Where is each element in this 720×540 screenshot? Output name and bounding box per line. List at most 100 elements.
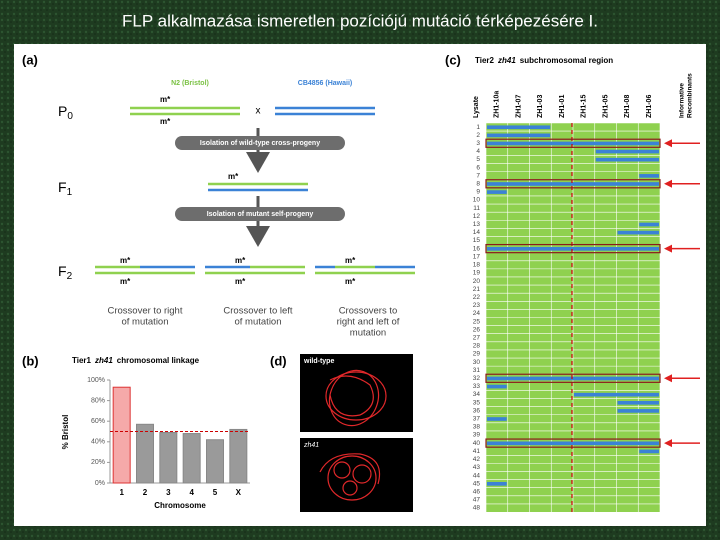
- column-header: ZH1-01: [559, 95, 566, 118]
- caption: of mutation: [235, 317, 282, 328]
- x-tick-label: X: [236, 488, 242, 497]
- panel-label: (b): [22, 353, 39, 368]
- mutation-label: m*: [120, 256, 131, 265]
- panel-label: (a): [22, 52, 38, 67]
- lysate-label: 25: [473, 318, 481, 325]
- column-header: ZH1-06: [646, 95, 653, 118]
- hawaii-segment: [595, 157, 659, 162]
- mutation-label: m*: [235, 256, 246, 265]
- hawaii-segment: [487, 125, 551, 130]
- y-axis-label: % Bristol: [61, 415, 70, 450]
- step-label: Isolation of mutant self-progeny: [207, 211, 314, 218]
- hawaii-segment: [639, 222, 659, 227]
- hawaii-segment: [487, 190, 507, 194]
- y-tick-label: 80%: [91, 397, 105, 404]
- lysate-label: 27: [473, 334, 481, 341]
- lysate-label: 22: [473, 294, 481, 301]
- lysate-label: 11: [473, 205, 480, 212]
- hawaii-segment: [617, 400, 659, 405]
- hawaii-segment: [595, 149, 659, 154]
- image-label: zh41: [303, 442, 319, 449]
- gene: zh41: [497, 56, 516, 65]
- bar: [159, 432, 178, 484]
- lysate-label: 44: [473, 472, 481, 479]
- bar: [182, 433, 201, 484]
- y-tick-label: 20%: [91, 459, 105, 466]
- step-banner: [175, 207, 345, 221]
- lysate-label: 40: [473, 440, 481, 447]
- generation-letter: P: [58, 103, 67, 119]
- lysate-label: 21: [473, 286, 481, 293]
- lysate-label: 10: [473, 197, 481, 204]
- hawaii-segment: [487, 482, 507, 486]
- strain-label: N2 (Bristol): [171, 80, 209, 87]
- panel-label: (c): [445, 52, 461, 67]
- mutation-label: m*: [160, 117, 171, 126]
- lysate-label: 34: [473, 391, 481, 398]
- caption: of mutation: [122, 317, 169, 328]
- step-label: Isolation of wild-type cross-progeny: [200, 140, 320, 147]
- hawaii-segment: [639, 174, 659, 178]
- image-wild-type: [300, 354, 413, 432]
- lysate-label: 1: [476, 124, 480, 131]
- panel-label: (d): [270, 353, 287, 368]
- mutation-label: m*: [345, 256, 356, 265]
- informative-row: [485, 243, 661, 254]
- lysate-label: 15: [473, 237, 481, 244]
- x-tick-label: 3: [166, 488, 171, 497]
- lysate-label: 37: [473, 416, 481, 423]
- lysate-label: 4: [476, 148, 480, 155]
- x-tick-label: 2: [143, 488, 148, 497]
- lysate-label: 31: [473, 367, 481, 374]
- lysate-label: 36: [473, 407, 481, 414]
- hawaii-segment: [487, 384, 507, 389]
- image-zh41: [300, 438, 413, 512]
- generation-index: 1: [67, 187, 73, 198]
- bar: [206, 439, 224, 484]
- lysate-label: 29: [473, 351, 481, 358]
- informative-row: [485, 438, 661, 448]
- step-banner: [175, 136, 345, 150]
- mutation-label: m*: [160, 95, 171, 104]
- lysate-label: 8: [476, 181, 480, 188]
- lysate-label: 5: [476, 156, 480, 163]
- column-header: ZH1-08: [624, 95, 631, 118]
- chart-title: Tier2 zh41 subchromosomal region: [475, 56, 613, 65]
- informative-row: [485, 179, 661, 189]
- y-tick-label: 40%: [91, 439, 105, 446]
- x-tick-label: 1: [119, 488, 124, 497]
- hawaii-segment: [487, 417, 507, 421]
- lysate-label: 17: [473, 253, 481, 260]
- tier: Tier1: [72, 356, 92, 365]
- hawaii-segment: [617, 230, 659, 235]
- informative-header: Recombinants: [687, 73, 694, 118]
- lysate-label: 24: [473, 310, 481, 317]
- arrow-head: [664, 179, 672, 188]
- lysate-label: 39: [473, 432, 481, 439]
- lysate-label: 14: [473, 229, 481, 236]
- hawaii-segment: [639, 449, 659, 454]
- generation-label: F1: [58, 179, 73, 198]
- column-header: ZH1-15: [581, 95, 588, 118]
- lysate-label: 19: [473, 270, 481, 277]
- lysate-label: 18: [473, 262, 481, 269]
- y-tick-label: 60%: [91, 418, 105, 425]
- hawaii-segment: [617, 409, 659, 413]
- x-tick-label: 4: [189, 488, 194, 497]
- lysate-label: 20: [473, 278, 481, 285]
- hawaii-segment: [487, 441, 659, 446]
- row-header: Lysate: [473, 96, 480, 118]
- lysate-label: 42: [473, 456, 481, 463]
- lysate-label: 38: [473, 424, 481, 431]
- image-label: wild-type: [303, 358, 334, 365]
- tier: Tier2: [475, 56, 495, 65]
- hawaii-segment: [487, 182, 659, 186]
- mutation-label: m*: [235, 277, 246, 286]
- chart-title-text: subchromosomal region: [520, 56, 613, 65]
- strain-label: CB4856 (Hawaii): [298, 80, 352, 87]
- x-tick-label: 5: [213, 488, 218, 497]
- column-header: ZH1-07: [515, 95, 522, 118]
- cross-symbol: x: [256, 106, 261, 117]
- column-header: ZH1-03: [537, 95, 544, 118]
